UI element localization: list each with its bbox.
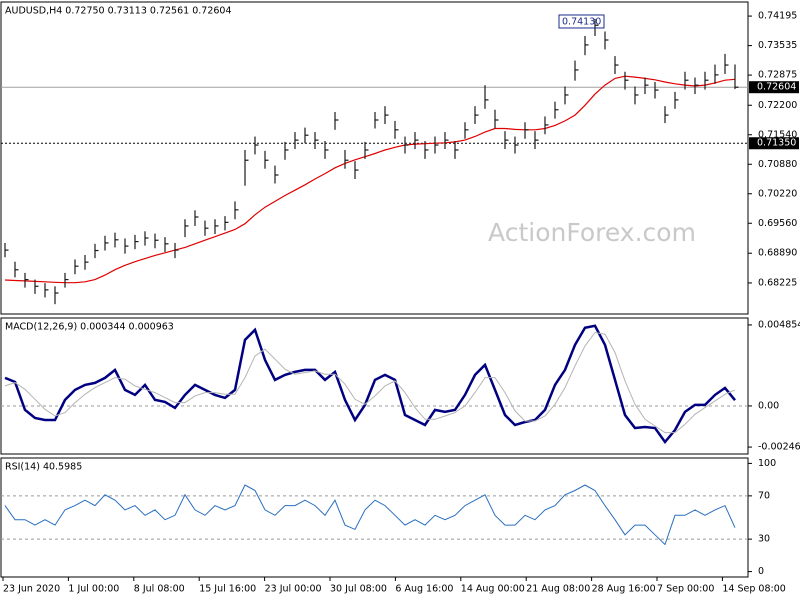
y-tick-label: 0.68225	[758, 277, 797, 288]
y-tick-label: 0.74195	[758, 11, 797, 22]
pane-title: MACD(12,26,9) 0.000344 0.000963	[5, 322, 174, 333]
x-tick-label: 15 Jul 16:00	[199, 584, 256, 595]
x-tick-label: 30 Jul 08:00	[330, 584, 387, 595]
y-tick-label: 0.71540	[758, 129, 797, 140]
y-tick-label: 30	[758, 534, 770, 545]
x-tick-label: 28 Aug 16:00	[592, 584, 656, 595]
indicator-line	[4, 324, 736, 445]
annotation-label: 0.74130	[562, 16, 601, 27]
y-tick-label: 0	[758, 566, 764, 577]
price-label-box	[749, 137, 799, 150]
indicator-line	[4, 331, 736, 434]
pane-frame	[0, 317, 749, 455]
indicator-line	[4, 484, 736, 546]
y-tick-label: 70	[758, 490, 770, 501]
moving-average	[4, 75, 736, 284]
watermark: ActionForex.com	[488, 218, 696, 247]
x-tick-label: 1 Jul 00:00	[68, 584, 119, 595]
pane-title: RSI(14) 40.5985	[5, 462, 82, 473]
y-tick-label: 0.68890	[758, 248, 797, 259]
x-tick-label: 8 Jul 08:00	[134, 584, 185, 595]
x-tick-label: 6 Aug 16:00	[395, 584, 453, 595]
x-tick-label: 23 Jun 2020	[3, 584, 60, 595]
x-tick-label: 21 Aug 08:00	[526, 584, 590, 595]
price-label-box	[749, 81, 799, 94]
y-tick-label: 0.72200	[758, 100, 797, 111]
y-tick-label: 0.00	[758, 400, 779, 411]
y-tick-label: -0.002465	[758, 442, 800, 453]
y-tick-label: 0.73535	[758, 40, 797, 51]
pane-title: AUDUSD,H4 0.72750 0.73113 0.72561 0.7260…	[5, 6, 232, 17]
y-tick-label: 100	[758, 458, 776, 469]
y-tick-label: 0.70220	[758, 188, 797, 199]
y-tick-label: 0.69560	[758, 218, 797, 229]
x-tick-label: 23 Jul 00:00	[265, 584, 322, 595]
y-tick-label: 0.004854	[758, 319, 800, 330]
price-label: 0.71350	[757, 138, 796, 149]
x-tick-label: 7 Sep 00:00	[657, 584, 714, 595]
price-label: 0.72604	[757, 82, 796, 93]
pane-frame	[0, 457, 749, 578]
y-tick-label: 0.72875	[758, 70, 797, 81]
annotation-box	[558, 14, 605, 29]
x-tick-label: 14 Sep 08:00	[722, 584, 785, 595]
x-tick-label: 14 Aug 00:00	[461, 584, 525, 595]
y-tick-label: 0.70880	[758, 159, 797, 170]
pane-frame	[0, 1, 749, 315]
